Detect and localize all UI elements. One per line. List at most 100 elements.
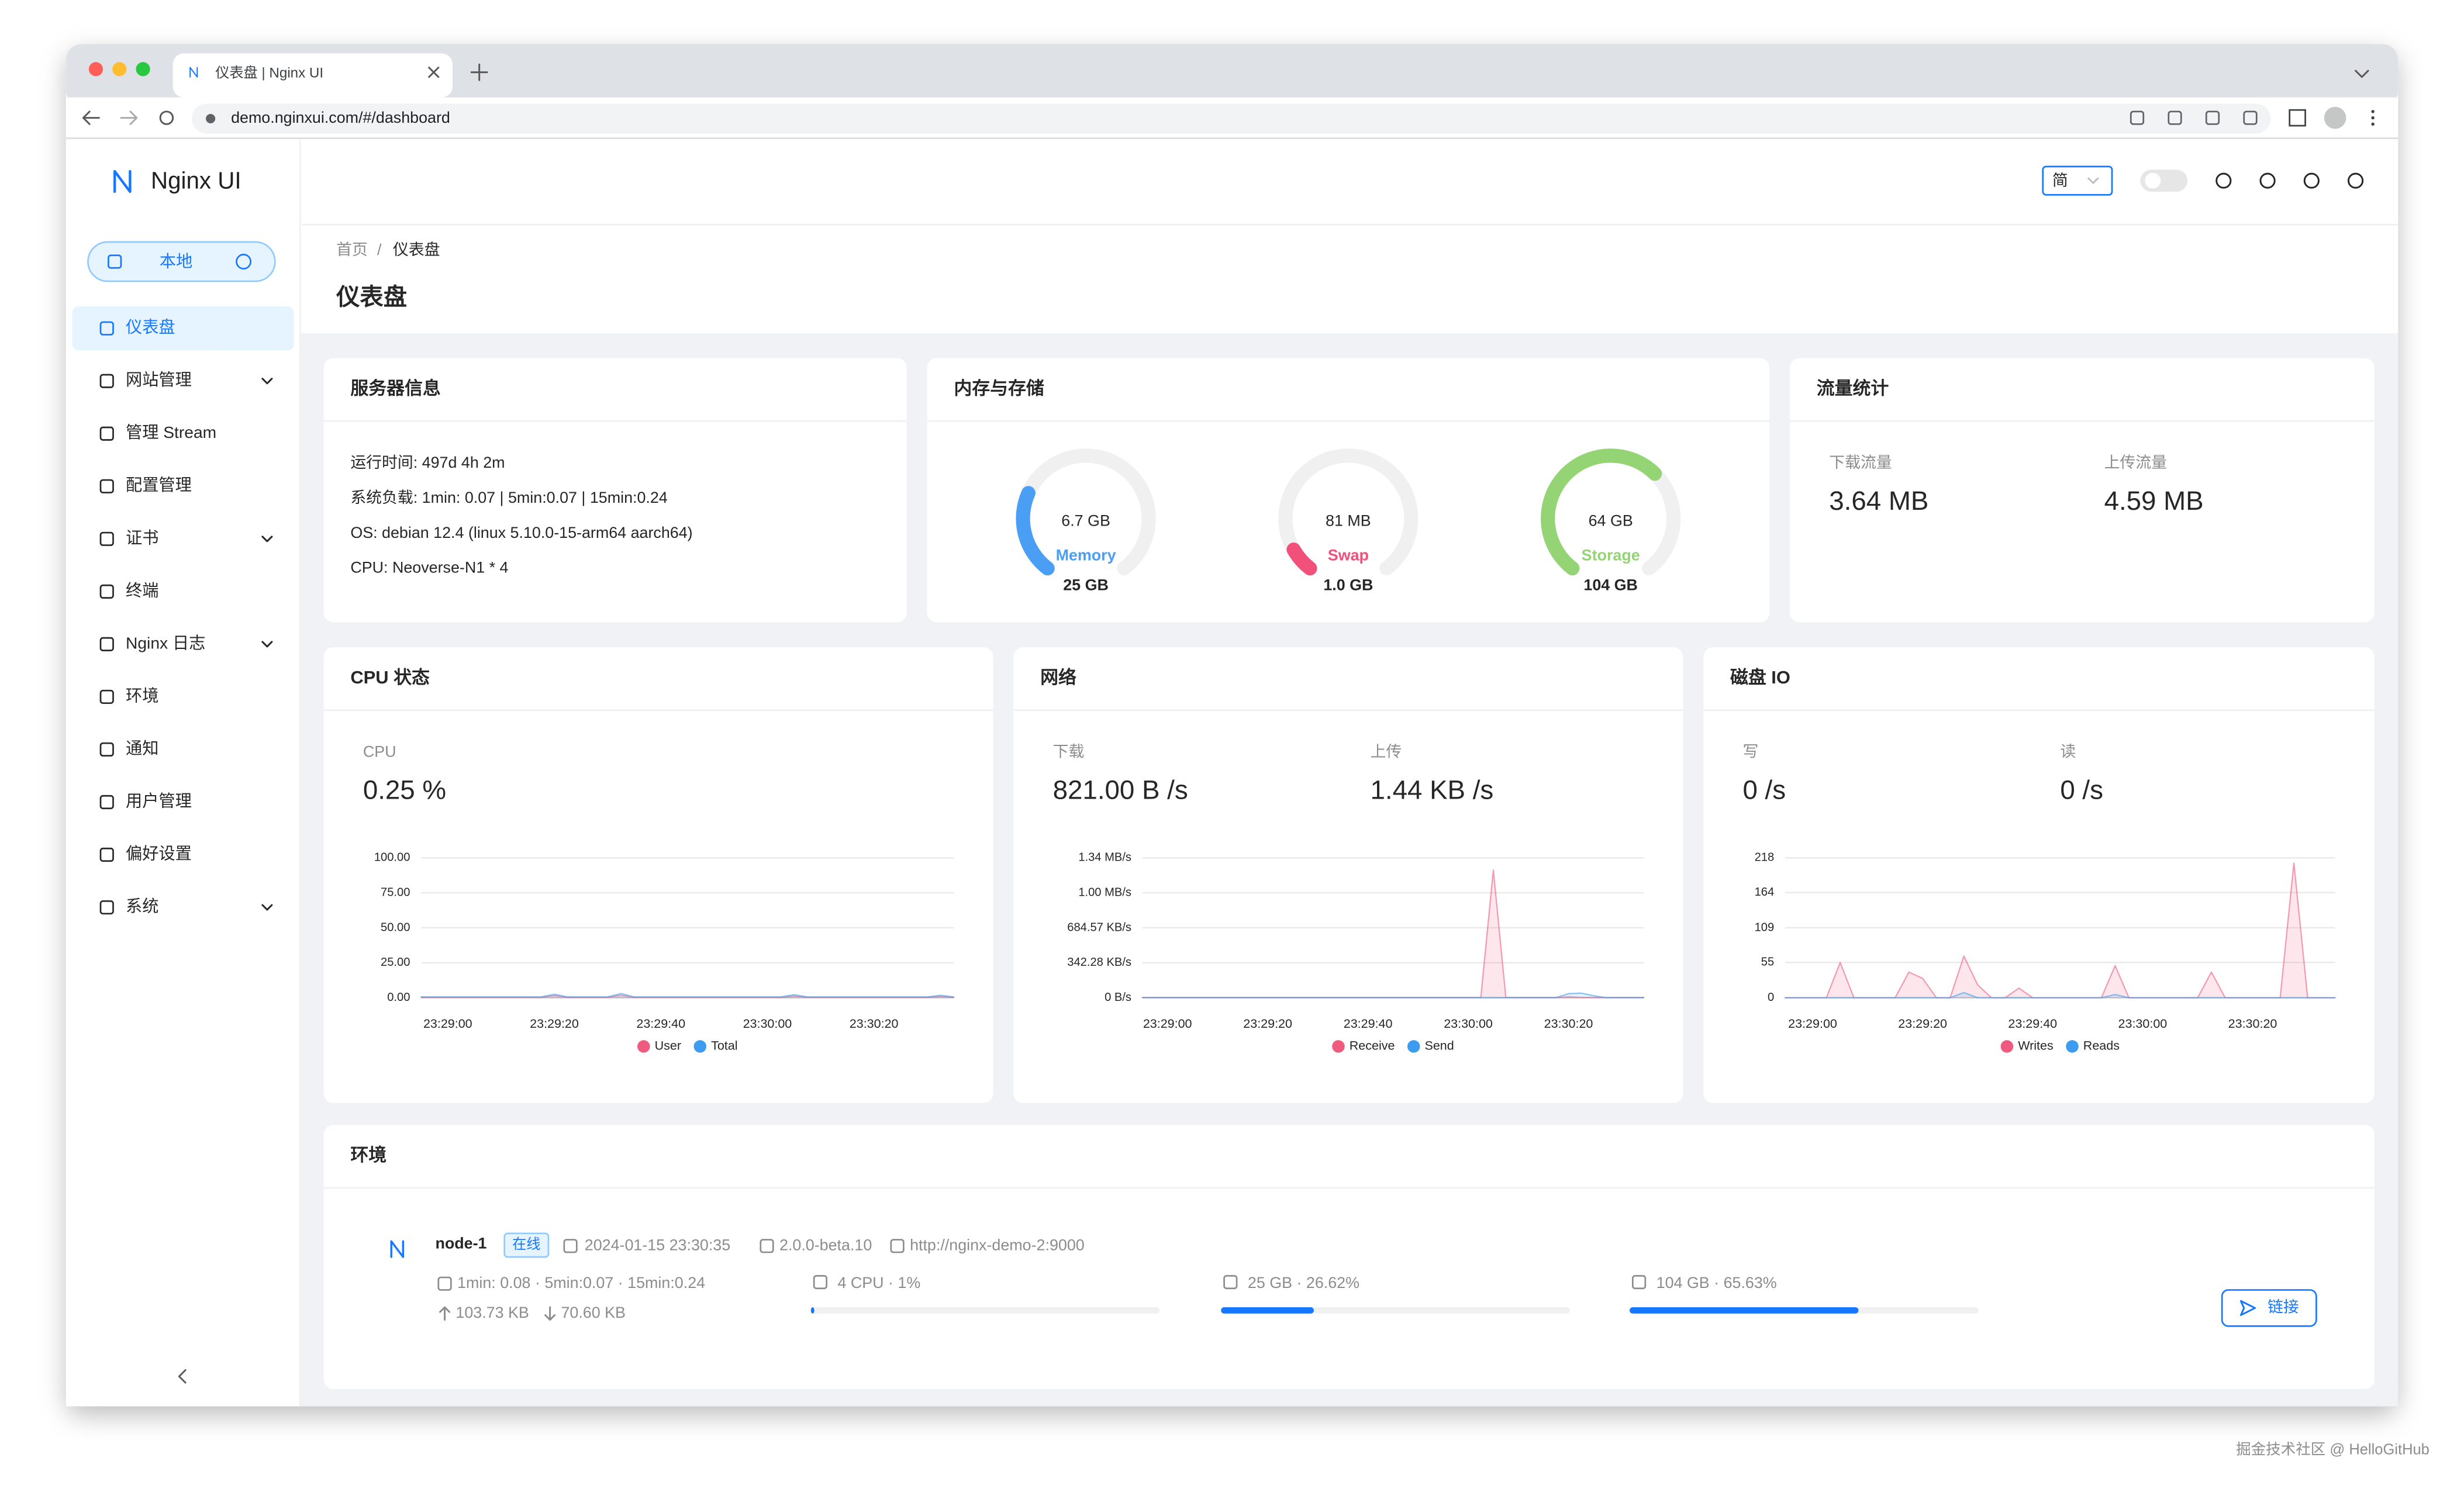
- header-icon[interactable]: [2303, 172, 2320, 189]
- header-icon[interactable]: [2215, 172, 2232, 189]
- menu-dot: [2371, 110, 2375, 113]
- collapse-icon[interactable]: [178, 1369, 187, 1384]
- header-icon[interactable]: [2347, 172, 2364, 189]
- reload-icon[interactable]: [159, 110, 174, 125]
- lang[interactable]: 简: [2052, 172, 2068, 189]
- menu-item[interactable]: 配置管理: [126, 475, 192, 494]
- node-download: 70.60 KB: [561, 1304, 626, 1321]
- gauge-name: Storage: [1582, 546, 1640, 564]
- legend-label[interactable]: User: [655, 1039, 681, 1053]
- icon: [99, 795, 114, 810]
- gauge-arc: [1541, 448, 1662, 576]
- header-icon[interactable]: [2259, 172, 2276, 189]
- menu-dot: [2371, 122, 2375, 126]
- card-title: 磁盘 IO: [1730, 667, 1790, 688]
- legend-label[interactable]: Receive: [1350, 1039, 1395, 1053]
- down-arrow: [544, 1306, 556, 1321]
- menu-dot: [2371, 116, 2375, 120]
- card-title: 网络: [1040, 667, 1076, 688]
- legend-marker: [1407, 1040, 1420, 1053]
- legend-label[interactable]: Send: [1425, 1039, 1454, 1053]
- gauge-total: 1.0 GB: [1323, 576, 1373, 594]
- gauge-total: 104 GB: [1583, 576, 1638, 594]
- x-tick-label: 23:29:20: [1243, 1017, 1292, 1031]
- address-bar[interactable]: [191, 103, 2271, 134]
- menu-item[interactable]: 管理 Stream: [126, 423, 216, 441]
- info-line: 系统负载: 1min: 0.07 | 5min:0.07 | 15min:0.2…: [350, 489, 667, 506]
- x-tick-label: 23:29:40: [636, 1017, 685, 1031]
- x-tick-label: 23:29:00: [1143, 1017, 1192, 1031]
- new-tab-icon[interactable]: [470, 63, 488, 81]
- forward-icon[interactable]: [120, 110, 138, 125]
- breadcrumb[interactable]: 首页: [336, 241, 368, 258]
- x-tick-label: 23:30:20: [2228, 1017, 2277, 1031]
- progress-bar: [1629, 1307, 1859, 1314]
- icon: [99, 584, 114, 599]
- icon: [99, 900, 114, 915]
- card: [323, 1125, 2375, 1389]
- legend-label[interactable]: Total: [711, 1039, 737, 1053]
- gauge-used: 81 MB: [1326, 512, 1371, 529]
- legend-marker: [2066, 1040, 2079, 1053]
- node-load: 1min: 0.08 · 5min:0.07 · 15min:0.24: [457, 1274, 705, 1291]
- window-control[interactable]: [112, 62, 127, 77]
- x-tick-label: 23:30:20: [850, 1017, 899, 1031]
- card: [323, 358, 907, 623]
- window-control[interactable]: [136, 62, 150, 77]
- menu-item[interactable]: 偏好设置: [126, 844, 192, 862]
- tab[interactable]: [172, 53, 453, 98]
- y-tick-label: 100.00: [374, 851, 410, 864]
- node-name: 本地: [160, 251, 192, 270]
- close-tab-icon[interactable]: [428, 67, 440, 78]
- stat-label: 读: [2060, 742, 2076, 760]
- gauge-name: Memory: [1056, 546, 1116, 564]
- link-button[interactable]: [2221, 1289, 2317, 1327]
- legend-label[interactable]: Reads: [2083, 1039, 2120, 1053]
- menu-item[interactable]: Nginx 日志: [126, 633, 205, 652]
- url: demo.nginxui.com/#/dashboard: [231, 109, 450, 126]
- menu-item[interactable]: 证书: [126, 528, 158, 547]
- logo-icon: [113, 170, 132, 194]
- card-title: 服务器信息: [350, 378, 440, 399]
- x-tick-label: 23:29:00: [1788, 1017, 1837, 1031]
- gauge-used: 64 GB: [1589, 512, 1633, 529]
- window-control[interactable]: [88, 62, 103, 77]
- lang-select[interactable]: [2042, 165, 2113, 196]
- menu-item[interactable]: 终端: [126, 581, 158, 599]
- icon: [99, 531, 114, 546]
- back-icon[interactable]: [82, 110, 100, 125]
- stat-label: 下载流量: [1829, 454, 1892, 471]
- breadcrumb-separator: /: [377, 241, 382, 258]
- logo-icon: [189, 67, 198, 78]
- button-label[interactable]: 链接: [2268, 1298, 2299, 1315]
- menu-item[interactable]: 仪表盘: [126, 317, 175, 336]
- series-line: [420, 993, 955, 998]
- icon: [813, 1275, 827, 1290]
- menu-item[interactable]: 网站管理: [126, 370, 192, 389]
- stat-value: 4.59 MB: [2104, 486, 2204, 516]
- icon: [99, 689, 114, 704]
- gauge-arc: [1286, 543, 1317, 576]
- y-tick-label: 342.28 KB/s: [1067, 956, 1131, 969]
- menu-item[interactable]: 通知: [126, 738, 158, 757]
- expand-icon: [261, 641, 273, 648]
- y-tick-label: 0: [1768, 991, 1774, 1004]
- menu-item[interactable]: 用户管理: [126, 791, 192, 810]
- info-line: CPU: Neoverse-N1 * 4: [350, 559, 508, 576]
- expand-icon: [261, 536, 273, 543]
- icon: [760, 1239, 774, 1253]
- y-tick-label: 0.00: [387, 991, 410, 1004]
- x-tick-label: 23:29:20: [530, 1017, 579, 1031]
- gauge-arc: [1016, 486, 1055, 576]
- stat-label: 上传流量: [2104, 454, 2167, 471]
- stat-value: 0 /s: [1742, 775, 1786, 805]
- icon: [2205, 110, 2220, 125]
- x-tick-label: 23:29:40: [1344, 1017, 1393, 1031]
- menu-item[interactable]: 环境: [126, 686, 158, 704]
- icon: [563, 1239, 578, 1253]
- menu-item[interactable]: 系统: [126, 896, 158, 915]
- node-switch[interactable]: [87, 241, 276, 282]
- legend-label[interactable]: Writes: [2018, 1039, 2054, 1053]
- y-tick-label: 25.00: [381, 956, 410, 969]
